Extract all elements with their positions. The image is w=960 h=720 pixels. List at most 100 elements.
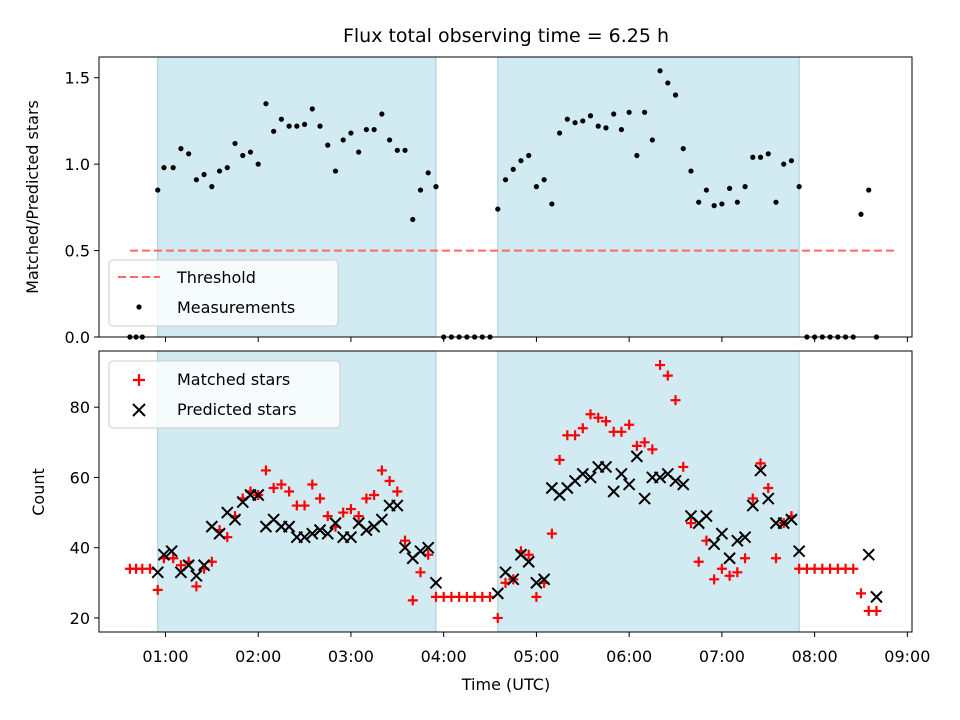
matched-star-point bbox=[554, 454, 565, 465]
matched-star-point bbox=[724, 570, 735, 581]
predicted-star-point bbox=[669, 474, 682, 488]
predicted-star-point bbox=[638, 492, 651, 505]
predicted-star-point bbox=[398, 541, 412, 554]
measurement-point bbox=[417, 187, 424, 193]
matched-star-point bbox=[152, 584, 163, 595]
measurement-point bbox=[634, 152, 640, 159]
measurement-point bbox=[788, 158, 795, 164]
measurement-point bbox=[379, 111, 385, 117]
measurement-point bbox=[433, 184, 439, 190]
measurement-point bbox=[796, 184, 802, 190]
matched-star-point bbox=[322, 511, 333, 522]
measurement-point bbox=[703, 187, 710, 193]
predicted-star-point bbox=[151, 566, 164, 579]
matched-star-point bbox=[871, 605, 882, 616]
predicted-star-point bbox=[491, 587, 504, 600]
measurement-point bbox=[672, 92, 679, 98]
predicted-star-point bbox=[715, 527, 729, 540]
matched-star-point bbox=[593, 412, 604, 423]
matched-star-point bbox=[284, 486, 295, 497]
matched-star-point bbox=[546, 528, 557, 539]
chart-title: Flux total observing time = 6.25 h bbox=[343, 25, 669, 47]
measurement-point bbox=[773, 199, 779, 205]
predicted-star-point bbox=[522, 555, 535, 568]
matched-star-point bbox=[376, 465, 387, 476]
measurement-point bbox=[719, 201, 725, 207]
measurement-point bbox=[750, 154, 756, 160]
measurement-point bbox=[495, 206, 501, 212]
matched-star-point bbox=[670, 395, 681, 406]
measurement-point bbox=[332, 168, 339, 174]
measurement-point bbox=[317, 123, 323, 129]
matched-star-point bbox=[175, 560, 186, 571]
matched-star-point bbox=[662, 370, 673, 381]
predicted-star-point bbox=[507, 573, 520, 586]
measurement-point bbox=[371, 126, 377, 133]
matched-star-point bbox=[631, 440, 642, 451]
x-tick-label: 02:00 bbox=[235, 647, 281, 666]
predicted-star-point bbox=[313, 523, 327, 537]
legend-matched-swatch bbox=[133, 374, 145, 386]
measurement-point bbox=[161, 165, 167, 171]
measurement-point bbox=[665, 80, 671, 86]
measurement-point bbox=[363, 126, 369, 133]
predicted-star-point bbox=[707, 537, 721, 551]
matched-star-point bbox=[191, 581, 202, 592]
measurement-point bbox=[564, 116, 570, 122]
matched-star-point bbox=[716, 563, 727, 574]
matched-star-point bbox=[747, 493, 758, 504]
measurement-point bbox=[611, 111, 617, 117]
count-legend: Matched stars Predicted stars bbox=[108, 360, 341, 429]
matched-star-point bbox=[763, 482, 774, 493]
y-tick-label: 0.5 bbox=[65, 242, 90, 261]
predicted-star-point bbox=[677, 478, 690, 491]
measurement-point bbox=[549, 201, 555, 207]
matched-star-point bbox=[709, 574, 720, 585]
matched-star-point bbox=[492, 612, 503, 623]
measurement-point bbox=[727, 185, 733, 191]
y-tick-label: 80 bbox=[70, 398, 90, 417]
predicted-star-point bbox=[870, 590, 883, 604]
predicted-star-point bbox=[777, 516, 790, 530]
predicted-star-point bbox=[584, 471, 597, 484]
matched-star-point bbox=[693, 556, 704, 567]
matched-star-point bbox=[732, 567, 743, 578]
matched-star-point bbox=[299, 500, 310, 511]
measurement-point bbox=[286, 123, 292, 129]
ratio-y-axis-label: Matched/Predicted stars bbox=[23, 100, 42, 294]
x-tick-label: 01:00 bbox=[142, 647, 188, 666]
measurement-point bbox=[533, 184, 540, 190]
matched-star-point bbox=[361, 493, 372, 504]
predicted-star-point bbox=[213, 527, 226, 540]
measurement-point bbox=[866, 187, 872, 193]
matched-star-point bbox=[345, 504, 356, 515]
measurement-point bbox=[742, 184, 748, 190]
legend-predicted-label: Predicted stars bbox=[177, 400, 297, 419]
matched-star-point bbox=[369, 490, 380, 501]
matched-star-point bbox=[570, 430, 581, 441]
y-tick-label: 20 bbox=[70, 609, 90, 628]
measurement-point bbox=[232, 140, 238, 147]
predicted-star-point bbox=[762, 492, 775, 505]
legend-measurements-label: Measurements bbox=[177, 298, 295, 317]
measurement-point bbox=[526, 152, 532, 159]
x-tick-label: 04:00 bbox=[421, 647, 467, 666]
matched-star-point bbox=[260, 465, 271, 476]
measurement-point bbox=[734, 199, 740, 205]
count-plot-area bbox=[124, 360, 883, 623]
predicted-star-point bbox=[329, 516, 342, 530]
x-tick-label: 08:00 bbox=[792, 647, 838, 666]
y-tick-label: 1.0 bbox=[65, 155, 90, 174]
matched-star-point bbox=[384, 475, 395, 486]
matched-star-point bbox=[600, 416, 611, 427]
measurement-point bbox=[781, 161, 787, 167]
x-tick-label: 03:00 bbox=[328, 647, 374, 666]
measurement-point bbox=[680, 146, 686, 152]
predicted-star-point bbox=[375, 513, 389, 526]
x-tick-label: 05:00 bbox=[513, 647, 559, 666]
count-y-axis: 20 40 60 80 bbox=[70, 398, 99, 628]
measurement-point bbox=[649, 137, 655, 143]
measurement-point bbox=[193, 177, 199, 183]
measurement-point bbox=[618, 126, 625, 133]
